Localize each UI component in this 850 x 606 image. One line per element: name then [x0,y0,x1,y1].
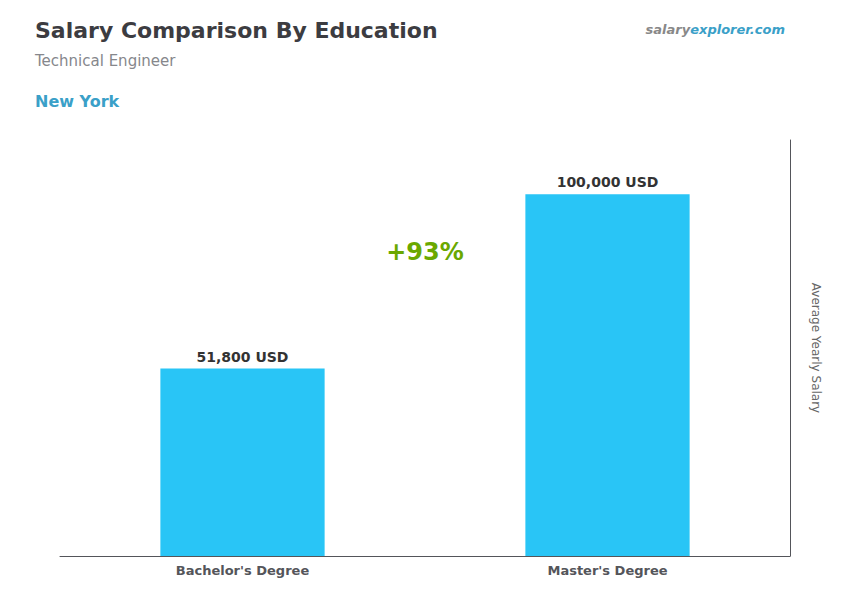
svg-text:51,800 USD: 51,800 USD [197,349,289,365]
svg-text:100,000 USD: 100,000 USD [557,174,659,190]
svg-text:Technical Engineer: Technical Engineer [34,52,176,70]
svg-text:Master's Degree: Master's Degree [547,563,667,578]
svg-text:+93%: +93% [386,238,464,266]
svg-text:Average Yearly Salary: Average Yearly Salary [809,283,823,413]
svg-text:New York: New York [35,92,120,111]
svg-text:Salary Comparison By Education: Salary Comparison By Education [35,18,438,43]
svg-text:Bachelor's Degree: Bachelor's Degree [176,563,310,578]
svg-text:explorer.com: explorer.com [690,22,785,37]
svg-text:salary: salary [646,22,691,37]
